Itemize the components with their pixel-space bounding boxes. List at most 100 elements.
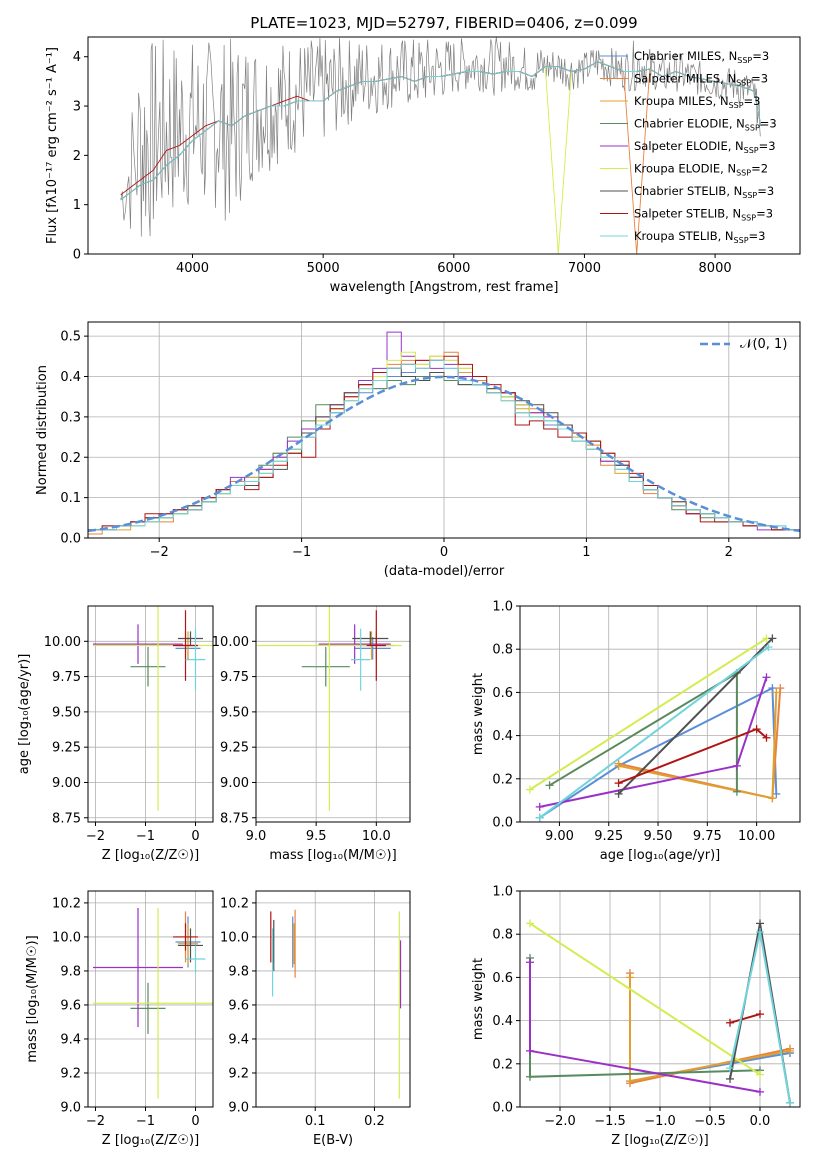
- y-tick-label: 0.0: [60, 532, 81, 547]
- x-tick-label: −0.5: [694, 1114, 726, 1129]
- plot-area: [88, 331, 800, 538]
- y-tick-label: 1: [73, 198, 81, 213]
- x-tick-label: 6000: [437, 261, 470, 276]
- legend-subscript: SSP: [741, 214, 756, 223]
- axes-frame: [87, 36, 801, 255]
- y-tick-label: 8.75: [220, 811, 249, 826]
- y-tick-label: 9.75: [52, 670, 81, 685]
- legend-count: =3: [756, 207, 773, 221]
- y-tick-label: 9.50: [220, 705, 249, 720]
- y-tick-label: 0.4: [60, 370, 81, 385]
- legend-label: Kroupa ELODIE, NSSP=2: [634, 162, 768, 178]
- x-tick-label: 0: [191, 829, 199, 844]
- legend-count: =3: [751, 72, 768, 86]
- plot-area: [525, 634, 785, 822]
- x-tick-label: 0: [191, 1114, 199, 1129]
- y-tick-label: 8.75: [52, 811, 81, 826]
- chart-mass-vs-Z: −2 −1 0 9.0 9.2 9.4 9.6 9.8 10.0 10.2 Z [log₁₀(Z/Z…: [25, 890, 214, 1148]
- legend-subscript: SSP: [729, 101, 744, 110]
- x-axis-label: Z [log₁₀(Z/Z☉)]: [102, 1133, 199, 1148]
- x-tick-label: 0.0: [750, 1114, 771, 1129]
- y-tick-label: 9.4: [60, 1032, 81, 1047]
- x-tick-label: −2.0: [544, 1114, 576, 1129]
- y-tick-label: 10.2: [52, 896, 81, 911]
- y-tick-label: 1.0: [492, 885, 513, 900]
- x-axis-label: Z [log₁₀(Z/Z☉)]: [611, 1133, 708, 1148]
- x-tick-label: 0.1: [305, 1114, 326, 1129]
- y-tick-label: 0.0: [492, 1101, 513, 1116]
- x-tick-label: 0.2: [364, 1114, 385, 1129]
- y-tick-label: 9.25: [220, 741, 249, 756]
- x-tick-label: −1: [136, 829, 155, 844]
- plot-area: [93, 606, 213, 811]
- y-tick-label: 10.0: [220, 930, 249, 945]
- x-axis-label: age [log₁₀(age/yr)]: [600, 848, 721, 863]
- axes-frame: [87, 890, 214, 1108]
- plot-area: [526, 919, 794, 1107]
- legend-label: 𝒩(0, 1): [740, 337, 787, 352]
- figure-title: PLATE=1023, MJD=52797, FIBERID=0406, z=0…: [250, 14, 637, 32]
- y-tick-label: 9.00: [220, 776, 249, 791]
- y-tick-label: 10.0: [52, 930, 81, 945]
- y-tick-label: 0.5: [60, 330, 81, 345]
- y-tick-label: 0.4: [492, 1014, 513, 1029]
- spectrum-model-line: [120, 61, 762, 201]
- legend-count: =3: [757, 184, 774, 198]
- spectrum-data-line: [120, 37, 761, 237]
- legend-subscript: SSP: [734, 236, 749, 245]
- y-tick-label: 1.0: [492, 600, 513, 615]
- chart-age-vs-mass: 9.0 9.5 10.0 8.75 9.00 9.25 9.50 9.75 10.00 mass …: [212, 605, 411, 863]
- x-tick-label: −1.0: [644, 1114, 676, 1129]
- y-axis-label: Normed distribution: [35, 365, 50, 495]
- y-tick-label: 0.8: [492, 643, 513, 658]
- x-tick-label: −1: [136, 1114, 155, 1129]
- x-tick-label: 5000: [307, 261, 340, 276]
- y-tick-label: 9.8: [228, 964, 249, 979]
- x-axis-label: wavelength [Angstrom, rest frame]: [330, 280, 559, 295]
- legend-count: =2: [751, 162, 768, 176]
- legend-subscript: SSP: [745, 124, 760, 133]
- x-tick-label: 9.50: [644, 829, 673, 844]
- y-tick-label: 3: [73, 100, 81, 115]
- plot-area: [257, 606, 402, 811]
- plot-area: [270, 909, 402, 1099]
- y-tick-label: 0.0: [492, 816, 513, 831]
- legend-subscript: SSP: [744, 146, 759, 155]
- x-tick-label: 8000: [699, 261, 732, 276]
- x-tick-label: 9.00: [545, 829, 574, 844]
- y-tick-label: 0.4: [492, 729, 513, 744]
- x-tick-label: 9.0: [246, 829, 267, 844]
- y-tick-label: 10.2: [220, 896, 249, 911]
- y-tick-label: 9.50: [52, 705, 81, 720]
- x-axis-label: mass [log₁₀(M/M☉)]: [269, 848, 396, 863]
- y-tick-label: 0.1: [60, 491, 81, 506]
- legend-count: =3: [760, 117, 777, 131]
- x-tick-label: 10.00: [738, 829, 775, 844]
- y-tick-label: 0: [73, 248, 81, 263]
- legend-subscript: SSP: [737, 56, 752, 65]
- y-tick-label: 0.8: [492, 928, 513, 943]
- weight-line: [729, 1013, 761, 1024]
- legend-label: Salpeter MILES, NSSP=3: [634, 72, 768, 88]
- y-tick-label: 9.0: [228, 1101, 249, 1116]
- x-tick-label: 4000: [176, 261, 209, 276]
- y-axis-label: age [log₁₀(age/yr)]: [17, 654, 32, 775]
- y-tick-label: 9.0: [60, 1101, 81, 1116]
- legend-subscript: SSP: [742, 191, 757, 200]
- x-tick-label: 2: [725, 545, 733, 560]
- weight-line: [529, 637, 768, 791]
- plot-area: [93, 908, 213, 1099]
- y-tick-label: 9.6: [228, 998, 249, 1013]
- legend-label: Chabrier ELODIE, NSSP=3: [634, 117, 777, 133]
- axes-frame: [255, 890, 411, 1108]
- plot-area: [120, 37, 762, 254]
- legend-label: Kroupa STELIB, NSSP=3: [634, 229, 765, 245]
- axes-frame: [255, 605, 411, 823]
- y-tick-label: 9.6: [60, 998, 81, 1013]
- x-tick-label: 0: [440, 545, 448, 560]
- x-tick-label: 9.5: [306, 829, 327, 844]
- y-tick-label: 4: [73, 50, 81, 65]
- y-axis-label: mass weight: [471, 958, 486, 1040]
- x-tick-label: 10.0: [362, 829, 391, 844]
